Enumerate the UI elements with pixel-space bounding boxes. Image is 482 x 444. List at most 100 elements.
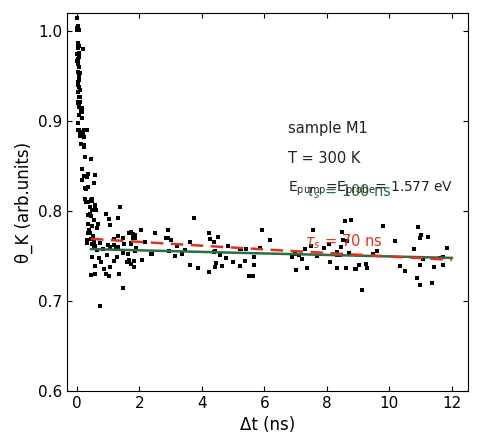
Point — [76, 70, 84, 77]
Point — [137, 226, 145, 233]
Point — [127, 260, 135, 267]
Point — [75, 83, 82, 91]
Point — [416, 261, 424, 268]
Point — [73, 7, 81, 14]
Point — [74, 45, 82, 52]
Point — [76, 127, 83, 134]
Point — [320, 245, 328, 252]
Point — [84, 220, 92, 227]
Point — [87, 272, 95, 279]
Point — [358, 286, 366, 293]
Point — [216, 251, 224, 258]
Point — [241, 257, 249, 264]
Point — [77, 98, 84, 105]
Y-axis label: θ_K (arb.units): θ_K (arb.units) — [14, 142, 33, 262]
Point — [88, 195, 95, 202]
Point — [105, 241, 112, 248]
Point — [110, 241, 118, 248]
Point — [106, 221, 113, 228]
Point — [148, 250, 156, 258]
Point — [94, 220, 102, 227]
Point — [87, 212, 95, 219]
Point — [416, 234, 424, 242]
Point — [114, 243, 122, 250]
Point — [75, 63, 82, 71]
Point — [79, 131, 87, 139]
Point — [334, 250, 341, 257]
Point — [205, 268, 213, 275]
Point — [237, 246, 245, 253]
Point — [75, 43, 82, 50]
Point — [128, 241, 135, 248]
Point — [162, 234, 170, 241]
Point — [88, 207, 96, 214]
Point — [173, 242, 181, 250]
Point — [256, 245, 264, 252]
Point — [84, 229, 92, 236]
Point — [236, 262, 243, 270]
Point — [88, 235, 95, 242]
Point — [125, 256, 133, 263]
Point — [258, 226, 266, 233]
Point — [245, 273, 253, 280]
Point — [80, 173, 88, 180]
Point — [436, 254, 444, 261]
Point — [401, 268, 409, 275]
Point — [178, 250, 186, 257]
Point — [73, 27, 81, 34]
Point — [80, 127, 87, 134]
Point — [355, 262, 363, 269]
Point — [309, 226, 317, 234]
Point — [342, 264, 349, 271]
Point — [416, 281, 424, 289]
Point — [75, 77, 83, 84]
Point — [74, 41, 82, 48]
Point — [79, 45, 87, 52]
Point — [251, 253, 258, 260]
Point — [80, 134, 88, 141]
Point — [81, 196, 89, 203]
Point — [346, 249, 353, 256]
Point — [93, 247, 101, 254]
Point — [74, 57, 81, 64]
Point — [79, 165, 86, 172]
Point — [95, 255, 103, 262]
Point — [74, 40, 81, 47]
Point — [341, 217, 349, 224]
Point — [413, 275, 420, 282]
Point — [214, 233, 222, 240]
Point — [77, 141, 84, 148]
Point — [74, 41, 82, 48]
Point — [74, 82, 82, 89]
Point — [336, 251, 344, 258]
Point — [84, 198, 92, 205]
Point — [379, 222, 387, 230]
Point — [106, 244, 114, 251]
Point — [99, 246, 107, 253]
Point — [120, 234, 127, 242]
Point — [83, 127, 91, 134]
Text: sample M1: sample M1 — [287, 121, 367, 136]
Point — [326, 258, 334, 265]
Point — [428, 280, 436, 287]
Point — [171, 253, 179, 260]
Point — [100, 266, 107, 273]
Point — [74, 61, 82, 68]
Point — [291, 251, 299, 258]
Point — [130, 234, 137, 241]
Point — [210, 249, 218, 256]
Point — [333, 248, 340, 255]
Point — [293, 267, 300, 274]
Point — [79, 130, 86, 137]
Point — [363, 265, 371, 272]
Point — [75, 120, 82, 127]
Point — [91, 172, 99, 179]
Point — [74, 23, 81, 30]
Point — [75, 72, 82, 79]
Point — [237, 246, 244, 253]
Point — [417, 232, 425, 239]
Point — [190, 214, 198, 222]
Point — [75, 55, 82, 62]
Point — [81, 153, 89, 160]
Point — [80, 144, 88, 151]
